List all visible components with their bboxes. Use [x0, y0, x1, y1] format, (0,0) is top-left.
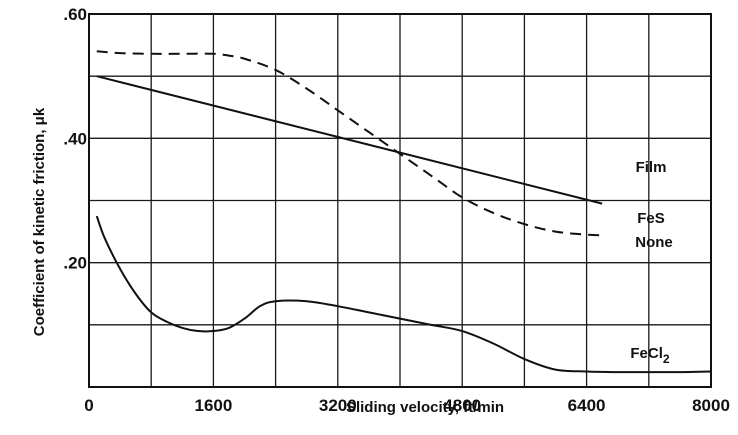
x-tick-label: 6400: [568, 396, 606, 415]
x-tick-label: 8000: [692, 396, 730, 415]
x-tick-label: 0: [84, 396, 93, 415]
series-layer: [95, 50, 712, 374]
y-tick-label: .60: [63, 5, 87, 24]
annotation-fes: FeS: [637, 210, 665, 227]
x-tick-label: 4800: [443, 396, 481, 415]
plot-frame: [88, 13, 712, 388]
x-axis-title: Sliding velocity, ft/min: [346, 399, 504, 416]
annotation-none: None: [635, 234, 673, 251]
y-axis-title: Coefficient of kinetic friction, μk: [31, 107, 48, 336]
y-tick-label: .40: [63, 129, 87, 148]
annotation-fecl2-main: FeCl: [630, 345, 663, 362]
series-line-film-fes: [96, 75, 603, 205]
grid: [88, 13, 712, 388]
tick-labels: 0 1600 3200 4800 6400 8000 .20 .40 .60: [63, 5, 730, 415]
series-line-fecl2: [95, 215, 712, 374]
x-tick-label: 3200: [319, 396, 357, 415]
annotation-fecl2: FeCl2: [630, 345, 670, 366]
y-tick-label: .20: [63, 254, 87, 273]
annotation-film: Film: [636, 159, 667, 176]
x-tick-label: 1600: [194, 396, 232, 415]
annotation-fecl2-subscript: 2: [663, 352, 670, 366]
series-line-none: [96, 50, 603, 237]
